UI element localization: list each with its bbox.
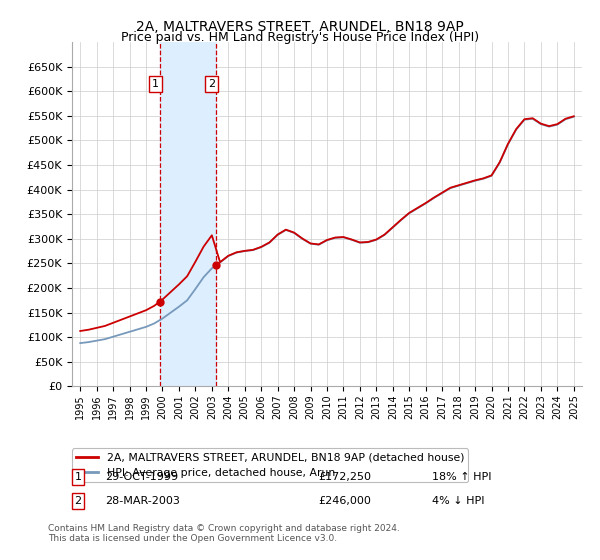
Text: Contains HM Land Registry data © Crown copyright and database right 2024.
This d: Contains HM Land Registry data © Crown c…	[48, 524, 400, 543]
Text: 1: 1	[74, 472, 82, 482]
Text: 18% ↑ HPI: 18% ↑ HPI	[432, 472, 491, 482]
Text: £172,250: £172,250	[318, 472, 371, 482]
Legend: 2A, MALTRAVERS STREET, ARUNDEL, BN18 9AP (detached house), HPI: Average price, d: 2A, MALTRAVERS STREET, ARUNDEL, BN18 9AP…	[72, 449, 469, 483]
Text: £246,000: £246,000	[318, 496, 371, 506]
Text: 4% ↓ HPI: 4% ↓ HPI	[432, 496, 485, 506]
Text: 2: 2	[208, 79, 215, 89]
Bar	[160, 42, 215, 386]
Text: 2: 2	[74, 496, 82, 506]
Text: 1: 1	[152, 79, 159, 89]
Text: 2A, MALTRAVERS STREET, ARUNDEL, BN18 9AP: 2A, MALTRAVERS STREET, ARUNDEL, BN18 9AP	[136, 20, 464, 34]
Text: 28-MAR-2003: 28-MAR-2003	[105, 496, 180, 506]
Text: 29-OCT-1999: 29-OCT-1999	[105, 472, 178, 482]
Text: Price paid vs. HM Land Registry's House Price Index (HPI): Price paid vs. HM Land Registry's House …	[121, 31, 479, 44]
